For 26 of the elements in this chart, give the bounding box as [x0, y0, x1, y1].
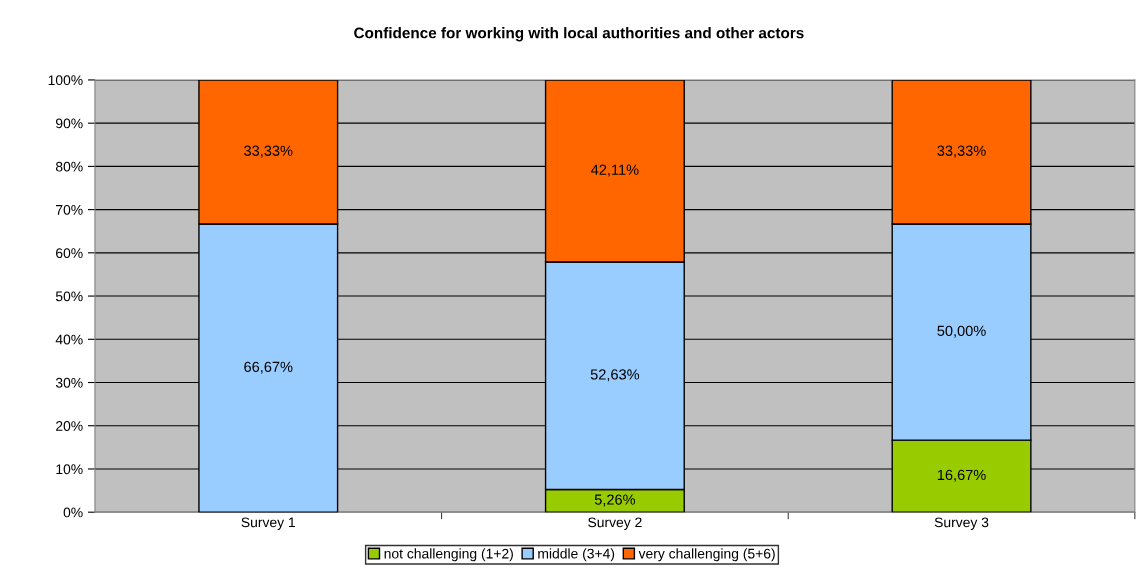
y-tick-label: 70% — [56, 204, 83, 215]
y-tick-label: 0% — [63, 507, 83, 518]
y-tick-label: 80% — [55, 161, 83, 172]
data-label: 33,33% — [244, 145, 293, 158]
data-label: 16,67% — [937, 469, 986, 482]
y-tick-label: 20% — [56, 421, 83, 431]
y-tick-label: 90% — [56, 118, 83, 129]
y-tick-label: 30% — [55, 377, 83, 388]
x-tick-label: Survey 1 — [241, 517, 295, 530]
chart-title: Confidence for working with local authorities and other actors — [354, 27, 804, 42]
data-label: 33,33% — [937, 145, 986, 158]
data-label: 42,11% — [591, 164, 639, 177]
x-tick-label: Survey 3 — [934, 517, 989, 530]
y-tick-label: 10% — [56, 464, 83, 475]
legend-label: very challenging (5+6) — [638, 548, 775, 562]
y-tick-label: 50% — [55, 291, 83, 302]
y-tick-label: 100% — [48, 75, 83, 86]
x-tick-label: Survey 2 — [588, 517, 642, 530]
y-tick-label: 40% — [55, 334, 83, 345]
legend-label: middle (3+4) — [538, 548, 615, 562]
data-label: 66,67% — [244, 361, 293, 374]
y-tick-label: 60% — [56, 248, 83, 259]
data-label: 5,26% — [594, 494, 636, 507]
data-label: 50,00% — [937, 325, 986, 338]
data-label: 52,63% — [590, 369, 640, 382]
legend-label: not challenging (1+2) — [384, 548, 513, 562]
